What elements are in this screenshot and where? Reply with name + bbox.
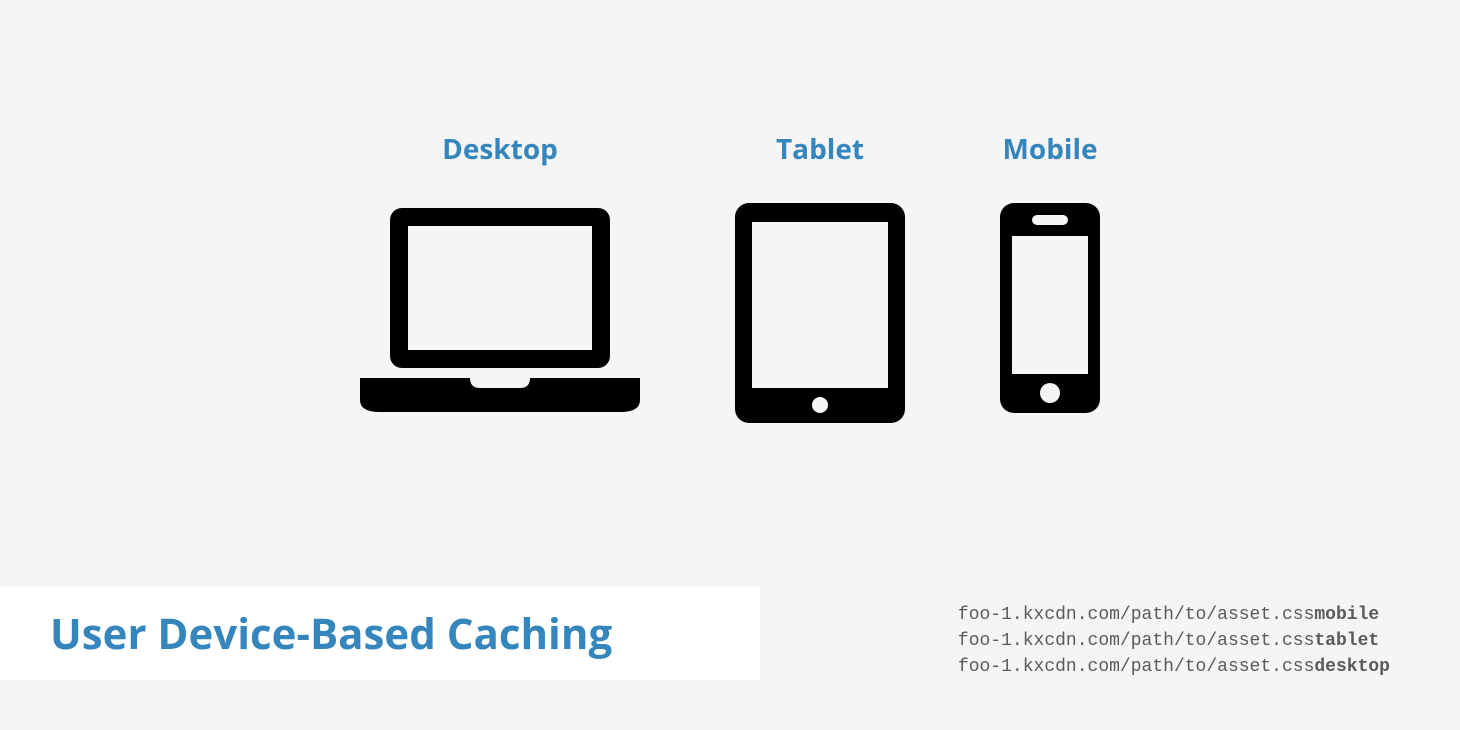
laptop-icon: [350, 198, 650, 428]
page-title: User Device-Based Caching: [50, 605, 710, 662]
url-line-2: foo-1.kxcdn.com/path/to/asset.csstablet: [958, 628, 1390, 654]
mobile-icon: [990, 198, 1110, 428]
url-suffix: tablet: [1314, 631, 1379, 651]
tablet-icon: [730, 198, 910, 428]
url-suffix: mobile: [1314, 605, 1379, 625]
url-suffix: desktop: [1314, 657, 1390, 677]
device-label-desktop: Desktop: [442, 130, 558, 168]
device-label-tablet: Tablet: [776, 130, 864, 168]
title-box: User Device-Based Caching: [0, 587, 760, 680]
devices-row: Desktop Tablet Mobile: [0, 0, 1460, 428]
url-line-1: foo-1.kxcdn.com/path/to/asset.cssmobile: [958, 602, 1390, 628]
device-label-mobile: Mobile: [1002, 130, 1097, 168]
url-base: foo-1.kxcdn.com/path/to/asset.css: [958, 605, 1314, 625]
url-base: foo-1.kxcdn.com/path/to/asset.css: [958, 657, 1314, 677]
urls-list: foo-1.kxcdn.com/path/to/asset.cssmobile …: [958, 602, 1390, 680]
device-mobile: Mobile: [990, 130, 1110, 428]
device-tablet: Tablet: [730, 130, 910, 428]
device-desktop: Desktop: [350, 130, 650, 428]
url-base: foo-1.kxcdn.com/path/to/asset.css: [958, 631, 1314, 651]
url-line-3: foo-1.kxcdn.com/path/to/asset.cssdesktop: [958, 654, 1390, 680]
